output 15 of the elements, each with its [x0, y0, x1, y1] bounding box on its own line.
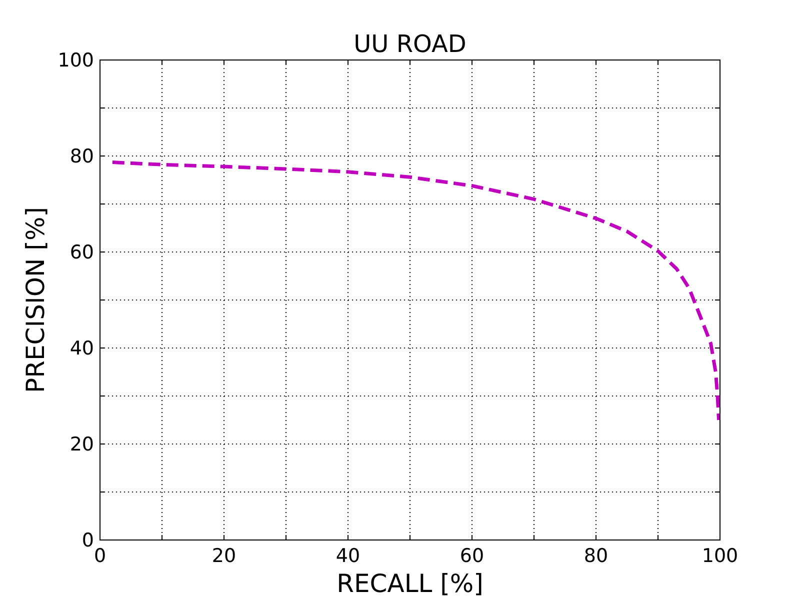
line-series [110, 160, 721, 422]
y-tick-label: 20 [70, 434, 94, 456]
y-tick-label: 100 [58, 50, 94, 72]
chart-title: UU ROAD [354, 30, 466, 58]
y-tick-label: 0 [82, 530, 94, 552]
x-tick-label: 20 [212, 545, 236, 567]
y-tick-label: 40 [70, 338, 94, 360]
y-tick-label: 80 [70, 146, 94, 168]
x-tick-label: 80 [584, 545, 608, 567]
x-tick-label: 60 [460, 545, 484, 567]
x-tick-label: 100 [702, 545, 738, 567]
x-axis-title: RECALL [%] [336, 569, 484, 598]
x-tick-label: 40 [336, 545, 360, 567]
y-axis-title: PRECISION [%] [21, 207, 50, 393]
y-tick-label: 60 [70, 242, 94, 264]
